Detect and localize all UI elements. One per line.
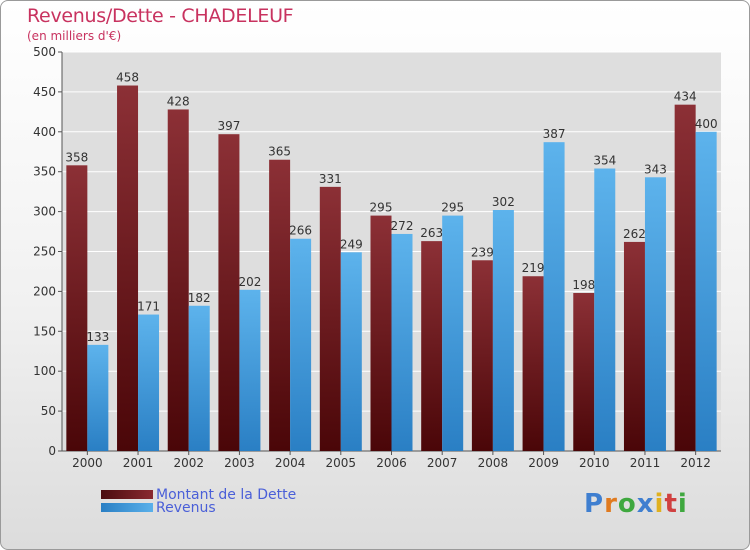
value-label-dette: 262 [623,227,646,241]
bar-dette [370,215,392,451]
value-label-dette: 358 [65,150,88,164]
value-label-dette: 263 [420,226,443,240]
bar-revenus [442,215,464,451]
chart-title: Revenus/Dette - CHADELEUF [27,5,294,27]
legend-label-revenus: Revenus [156,500,216,516]
value-label-dette: 219 [522,261,545,275]
x-tick-label: 2001 [123,456,154,470]
x-tick-label: 2011 [630,456,661,470]
bar-revenus [239,289,261,451]
value-label-revenus: 266 [289,224,312,238]
value-label-revenus: 171 [137,300,160,314]
bar-dette [66,165,88,452]
y-tick-label: 400 [33,125,56,139]
value-label-revenus: 272 [391,219,414,233]
value-label-dette: 365 [268,145,291,159]
bar-dette [117,85,139,452]
logo-letter: P [584,489,605,519]
x-tick-label: 2007 [427,456,458,470]
x-tick-label: 2004 [275,456,306,470]
legend-swatch-dette [101,490,153,499]
bar-revenus [87,344,109,451]
bar-dette [269,159,291,452]
y-tick-label: 350 [33,165,56,179]
legend-label-dette: Montant de la Dette [156,487,297,503]
y-tick-label: 0 [48,444,56,458]
bar-revenus [188,305,210,451]
x-tick-label: 2002 [173,456,204,470]
bar-revenus [340,252,362,451]
bar-dette [218,134,240,451]
logo-letter: t [664,489,678,519]
chart-subtitle: (en milliers d'€) [27,29,122,43]
y-tick-label: 50 [41,404,56,418]
bar-revenus [644,177,666,451]
x-tick-label: 2000 [72,456,103,470]
value-label-revenus: 133 [86,330,109,344]
x-tick-label: 2005 [326,456,357,470]
bar-dette [167,109,189,452]
bar-revenus [695,131,717,452]
legend-swatch-revenus [101,503,153,512]
y-tick-label: 250 [33,245,56,259]
value-label-revenus: 249 [340,237,363,251]
logo-letter: r [604,489,618,519]
bar-revenus [138,314,160,451]
value-label-dette: 434 [674,90,697,104]
value-label-revenus: 387 [543,127,566,141]
bar-dette [623,241,645,451]
value-label-revenus: 302 [492,195,515,209]
bar-revenus [492,210,514,451]
value-label-revenus: 400 [695,117,718,131]
x-tick-label: 2008 [478,456,509,470]
value-label-dette: 397 [217,119,240,133]
value-label-dette: 239 [471,245,494,259]
bar-revenus [391,233,413,451]
value-label-dette: 295 [370,201,393,215]
y-tick-label: 150 [33,324,56,338]
value-label-dette: 331 [319,172,342,186]
value-label-dette: 428 [167,94,190,108]
bar-dette [522,276,544,451]
bar-revenus [290,238,312,451]
bar-revenus [594,168,616,451]
bar-dette [674,104,696,451]
x-tick-label: 2003 [224,456,255,470]
bar-dette [573,292,595,451]
bar-dette [471,260,493,451]
y-tick-label: 300 [33,205,56,219]
y-tick-label: 100 [33,364,56,378]
logo-letter: x [636,489,655,519]
proxiti-logo: Proxiti [584,489,688,519]
y-tick-label: 450 [33,85,56,99]
value-label-revenus: 295 [441,201,464,215]
value-label-revenus: 343 [644,162,667,176]
x-tick-label: 2012 [680,456,711,470]
x-tick-label: 2006 [376,456,407,470]
value-label-dette: 198 [572,278,595,292]
logo-letter: i [654,489,665,519]
value-label-revenus: 202 [238,275,261,289]
logo-letter: i [677,489,688,519]
x-tick-label: 2010 [579,456,610,470]
y-tick-label: 200 [33,284,56,298]
value-label-dette: 458 [116,71,139,85]
y-tick-label: 500 [33,45,56,59]
x-tick-label: 2009 [528,456,559,470]
logo-letter: o [617,489,637,519]
bar-dette [319,186,341,451]
value-label-revenus: 182 [188,291,211,305]
bar-revenus [543,142,565,451]
bar-dette [421,241,443,451]
value-label-revenus: 354 [593,154,616,168]
